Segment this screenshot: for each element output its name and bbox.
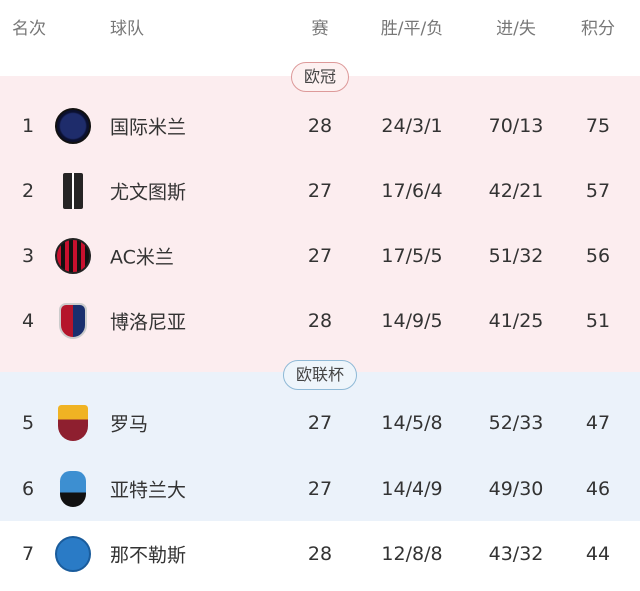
goals: 49/30 xyxy=(488,478,544,500)
goals: 41/25 xyxy=(488,310,544,332)
napoli-logo-icon xyxy=(55,536,91,572)
rank: 3 xyxy=(21,245,35,267)
team-name[interactable]: 国际米兰 xyxy=(110,116,187,139)
inter-logo-icon xyxy=(55,108,91,144)
ac-milan-logo-icon xyxy=(55,238,91,274)
table-row[interactable]: 6 亚特兰大 27 14/4/9 49/30 46 xyxy=(0,457,640,521)
header-goals: 进/失 xyxy=(496,19,536,39)
table-row[interactable]: 7 那不勒斯 28 12/8/8 43/32 44 xyxy=(0,522,640,586)
table-row[interactable]: 3 AC米兰 27 17/5/5 51/32 56 xyxy=(0,224,640,288)
table-row[interactable]: 1 国际米兰 28 24/3/1 70/13 75 xyxy=(0,94,640,158)
europa-league-zone xyxy=(0,372,640,521)
points: 51 xyxy=(585,310,611,332)
header-played: 赛 xyxy=(311,19,329,39)
played: 28 xyxy=(307,115,333,137)
goals: 43/32 xyxy=(488,543,544,565)
points: 56 xyxy=(585,245,611,267)
record: 17/5/5 xyxy=(381,245,443,267)
points: 57 xyxy=(585,180,611,202)
rank: 1 xyxy=(21,115,35,137)
goals: 51/32 xyxy=(488,245,544,267)
team-name[interactable]: 博洛尼亚 xyxy=(110,311,187,334)
table-row[interactable]: 5 罗马 27 14/5/8 52/33 47 xyxy=(0,391,640,455)
team-name[interactable]: 尤文图斯 xyxy=(110,181,187,204)
table-header: 名次 球队 赛 胜/平/负 进/失 积分 xyxy=(0,0,640,52)
record: 12/8/8 xyxy=(381,543,443,565)
rank: 4 xyxy=(21,310,35,332)
champions-league-zone xyxy=(0,76,640,372)
goals: 52/33 xyxy=(488,412,544,434)
record: 17/6/4 xyxy=(381,180,443,202)
atalanta-logo-icon xyxy=(60,471,86,507)
table-row[interactable]: 2 尤文图斯 27 17/6/4 42/21 57 xyxy=(0,159,640,223)
played: 27 xyxy=(307,180,333,202)
points: 75 xyxy=(585,115,611,137)
points: 44 xyxy=(585,543,611,565)
points: 47 xyxy=(585,412,611,434)
rank: 6 xyxy=(21,478,35,500)
header-rank: 名次 xyxy=(12,19,46,39)
rank: 5 xyxy=(21,412,35,434)
goals: 70/13 xyxy=(488,115,544,137)
table-row[interactable]: 4 博洛尼亚 28 14/9/5 41/25 51 xyxy=(0,289,640,353)
team-name[interactable]: AC米兰 xyxy=(110,246,174,269)
record: 14/9/5 xyxy=(381,310,443,332)
record: 14/4/9 xyxy=(381,478,443,500)
header-team: 球队 xyxy=(110,19,144,39)
team-name[interactable]: 罗马 xyxy=(110,413,149,436)
played: 28 xyxy=(307,543,333,565)
header-points: 积分 xyxy=(581,19,615,39)
header-record: 胜/平/负 xyxy=(380,19,444,39)
europa-league-badge: 欧联杯 xyxy=(282,360,358,390)
points: 46 xyxy=(585,478,611,500)
played: 28 xyxy=(307,310,333,332)
roma-logo-icon xyxy=(58,405,88,441)
record: 24/3/1 xyxy=(381,115,443,137)
played: 27 xyxy=(307,412,333,434)
played: 27 xyxy=(307,478,333,500)
champions-league-badge: 欧冠 xyxy=(290,62,350,92)
goals: 42/21 xyxy=(488,180,544,202)
team-name[interactable]: 那不勒斯 xyxy=(110,544,187,567)
record: 14/5/8 xyxy=(381,412,443,434)
played: 27 xyxy=(307,245,333,267)
team-name[interactable]: 亚特兰大 xyxy=(110,479,187,502)
rank: 7 xyxy=(21,543,35,565)
rank: 2 xyxy=(21,180,35,202)
bologna-logo-icon xyxy=(59,303,87,339)
juventus-logo-icon xyxy=(63,173,83,209)
